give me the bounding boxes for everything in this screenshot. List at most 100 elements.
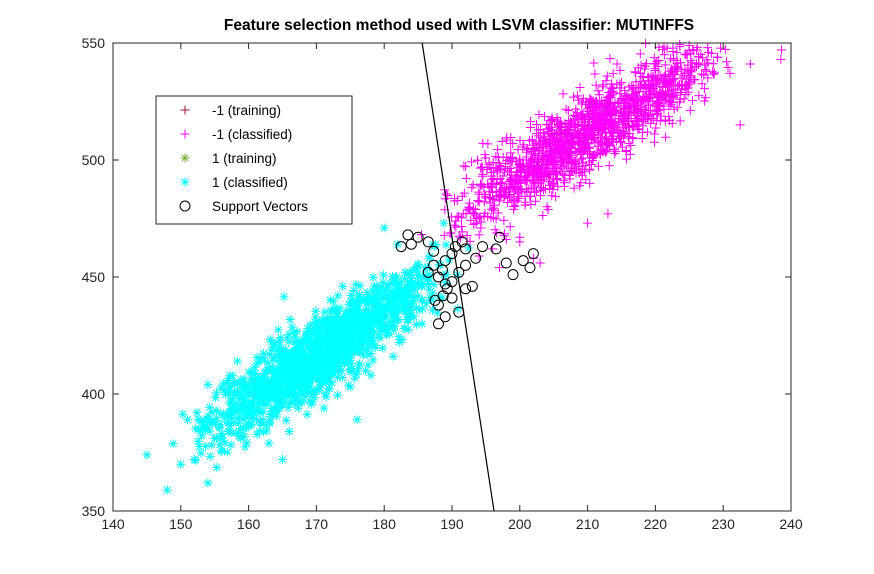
data-point: [380, 304, 390, 314]
data-point: [368, 272, 378, 282]
data-point: [630, 111, 640, 121]
data-point: [386, 293, 396, 303]
data-point: [348, 303, 358, 313]
data-point: [479, 182, 489, 192]
data-point: [295, 359, 305, 369]
data-point: [239, 431, 249, 441]
data-point: [544, 177, 554, 187]
data-point: [335, 362, 345, 372]
data-point: [660, 115, 670, 125]
data-point: [525, 191, 535, 201]
data-point: [222, 447, 232, 457]
data-point: [474, 251, 484, 261]
series-1: [417, 39, 787, 273]
data-point: [708, 59, 718, 69]
data-point: [457, 227, 467, 237]
data-point: [296, 364, 306, 374]
data-point: [261, 377, 271, 387]
data-point: [507, 269, 519, 281]
data-point: [524, 136, 534, 146]
data-point: [310, 312, 320, 322]
data-point: [515, 154, 525, 164]
data-point: [246, 413, 256, 423]
data-point: [290, 332, 300, 342]
data-point: [554, 129, 564, 139]
data-point: [638, 92, 648, 102]
data-point: [638, 117, 648, 127]
data-point: [576, 167, 586, 177]
data-point: [247, 398, 257, 408]
data-point: [205, 426, 215, 436]
data-point: [406, 302, 416, 312]
data-point: [529, 140, 539, 150]
data-point: [274, 396, 284, 406]
series-layer: [142, 39, 787, 495]
data-point: [289, 396, 299, 406]
legend-marker: [180, 105, 190, 115]
data-point: [665, 96, 675, 106]
data-point: [628, 134, 638, 144]
data-point: [386, 298, 396, 308]
data-point: [351, 322, 361, 332]
data-point: [325, 352, 335, 362]
data-point: [325, 314, 335, 324]
data-point: [224, 387, 234, 397]
data-point: [235, 379, 245, 389]
data-point: [461, 162, 471, 172]
data-point: [252, 429, 262, 439]
data-point: [337, 366, 347, 376]
data-point: [303, 333, 313, 343]
data-point: [280, 362, 290, 372]
data-point: [323, 339, 333, 349]
data-point: [477, 171, 487, 181]
data-point: [345, 382, 355, 392]
data-point: [491, 180, 501, 190]
data-point: [412, 231, 424, 243]
data-point: [506, 177, 516, 187]
data-point: [281, 415, 291, 425]
data-point: [336, 323, 346, 333]
data-point: [660, 95, 670, 105]
data-point: [261, 421, 271, 431]
data-point: [277, 370, 287, 380]
data-point: [417, 319, 427, 329]
data-point: [467, 183, 477, 193]
data-point: [556, 150, 566, 160]
data-point: [205, 402, 215, 412]
data-point: [210, 433, 220, 443]
data-point: [559, 176, 569, 186]
data-point: [194, 442, 204, 452]
data-point: [425, 251, 435, 261]
data-point: [428, 288, 438, 298]
data-point: [247, 388, 257, 398]
data-point: [392, 272, 402, 282]
data-point: [232, 356, 242, 366]
data-point: [547, 191, 557, 201]
data-point: [237, 388, 247, 398]
data-point: [263, 358, 273, 368]
data-point: [641, 39, 651, 49]
data-point: [578, 137, 588, 147]
x-tick-label: 210: [576, 516, 600, 532]
data-point: [392, 280, 402, 290]
data-point: [515, 135, 525, 145]
data-point: [486, 163, 496, 173]
data-point: [710, 68, 720, 78]
data-point: [267, 379, 277, 389]
data-point: [364, 322, 374, 332]
data-point: [530, 153, 540, 163]
data-point: [231, 399, 241, 409]
data-point: [225, 371, 235, 381]
data-point: [333, 291, 343, 301]
data-point: [285, 315, 295, 325]
data-point: [217, 446, 227, 456]
data-point: [676, 87, 686, 97]
data-point: [399, 274, 409, 284]
data-point: [551, 192, 561, 202]
data-point: [320, 389, 330, 399]
data-point: [329, 339, 339, 349]
data-point: [276, 376, 286, 386]
legend-entry: -1 (training): [212, 103, 281, 118]
data-point: [417, 279, 427, 289]
